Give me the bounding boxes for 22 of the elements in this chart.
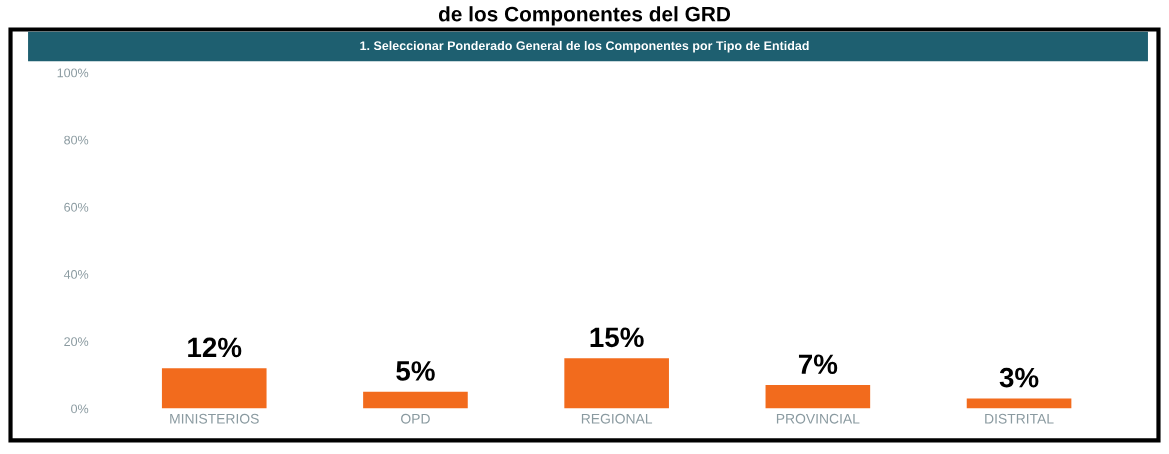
- x-tick-label: REGIONAL: [581, 413, 653, 424]
- bar: [564, 358, 669, 409]
- x-tick-label: MINISTERIOS: [170, 413, 259, 424]
- data-label: 12%: [188, 337, 242, 358]
- y-tick-label: 100%: [57, 68, 89, 78]
- bar: [765, 385, 871, 409]
- bar: [363, 391, 468, 409]
- y-tick-label: 60%: [64, 202, 89, 212]
- x-tick-label: OPD: [401, 413, 430, 424]
- y-tick-label: 80%: [64, 135, 89, 145]
- y-tick-label: 40%: [63, 270, 89, 279]
- data-label: 3%: [999, 367, 1039, 388]
- data-label: 7%: [798, 354, 838, 374]
- x-tick-label: DISTRITAL: [985, 413, 1054, 424]
- data-label: 15%: [590, 327, 644, 348]
- x-tick-label: PROVINCIAL: [776, 413, 860, 424]
- y-tick-label: 20%: [64, 337, 89, 347]
- chart-title: de los Componentes del GRD: [438, 6, 731, 26]
- chart-subtitle: 1. Seleccionar Ponderado General de los Componentes por Tipo de Entidad: [360, 40, 809, 53]
- bar: [161, 368, 267, 409]
- y-tick-label: 0%: [71, 404, 89, 414]
- data-label: 5%: [396, 361, 435, 381]
